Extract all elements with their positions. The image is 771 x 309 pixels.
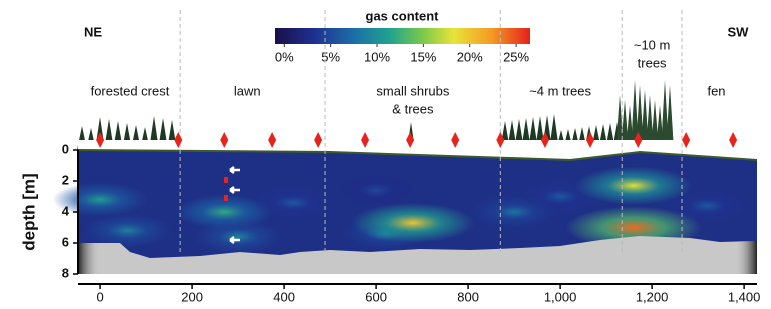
gas-hotspot (254, 187, 333, 219)
y-tick-label: 8 (62, 265, 69, 280)
chart: gas content NE SW depth [m] 0%5%10%15%20… (0, 0, 771, 309)
probe-marker (224, 195, 228, 201)
colorbar-tick-label: 5% (321, 49, 340, 64)
zone-label: ~4 m trees (529, 83, 591, 98)
colorbar-tick-label: 15% (410, 49, 436, 64)
edge-shade (735, 241, 757, 274)
y-tick-label: 4 (62, 203, 70, 218)
zone-label: trees (638, 55, 667, 70)
colorbar-tick-label: 20% (457, 49, 483, 64)
gas-hotspot (194, 220, 283, 253)
x-tick-label: 1,400 (728, 289, 761, 304)
x-tick-label: 0 (96, 289, 103, 304)
zone-label: ~10 m (634, 37, 671, 52)
y-tick-label: 6 (62, 234, 69, 249)
y-tick-label: 2 (62, 172, 69, 187)
gas-hotspot (338, 175, 414, 206)
direction-label: SW (728, 24, 750, 39)
direction-label: NE (84, 24, 102, 39)
probe-marker (224, 177, 228, 183)
zone-label: forested crest (91, 83, 170, 98)
colorbar-tick-label: 10% (364, 49, 390, 64)
gas-hotspot (83, 214, 172, 247)
gas-hotspot (668, 190, 747, 222)
x-tick-label: 800 (457, 289, 479, 304)
colorbar (275, 28, 530, 44)
colorbar-title: gas content (366, 8, 440, 23)
y-tick-label: 0 (62, 141, 69, 156)
zone-label: small shrubs (376, 83, 449, 98)
zone-label: & trees (392, 101, 434, 116)
x-tick-label: 200 (181, 289, 203, 304)
edge-shade (78, 243, 100, 274)
zone-label: fen (707, 83, 725, 98)
gas-hotspot (351, 203, 475, 243)
colorbar-tick-label: 25% (503, 49, 529, 64)
x-tick-label: 400 (273, 289, 295, 304)
colorbar-tick-label: 0% (275, 49, 294, 64)
x-tick-label: 1,000 (544, 289, 577, 304)
plot-area (52, 140, 757, 274)
y-axis-label: depth [m] (19, 173, 38, 250)
x-tick-label: 1,200 (636, 289, 669, 304)
x-tick-label: 600 (365, 289, 387, 304)
zone-label: lawn (234, 83, 261, 98)
